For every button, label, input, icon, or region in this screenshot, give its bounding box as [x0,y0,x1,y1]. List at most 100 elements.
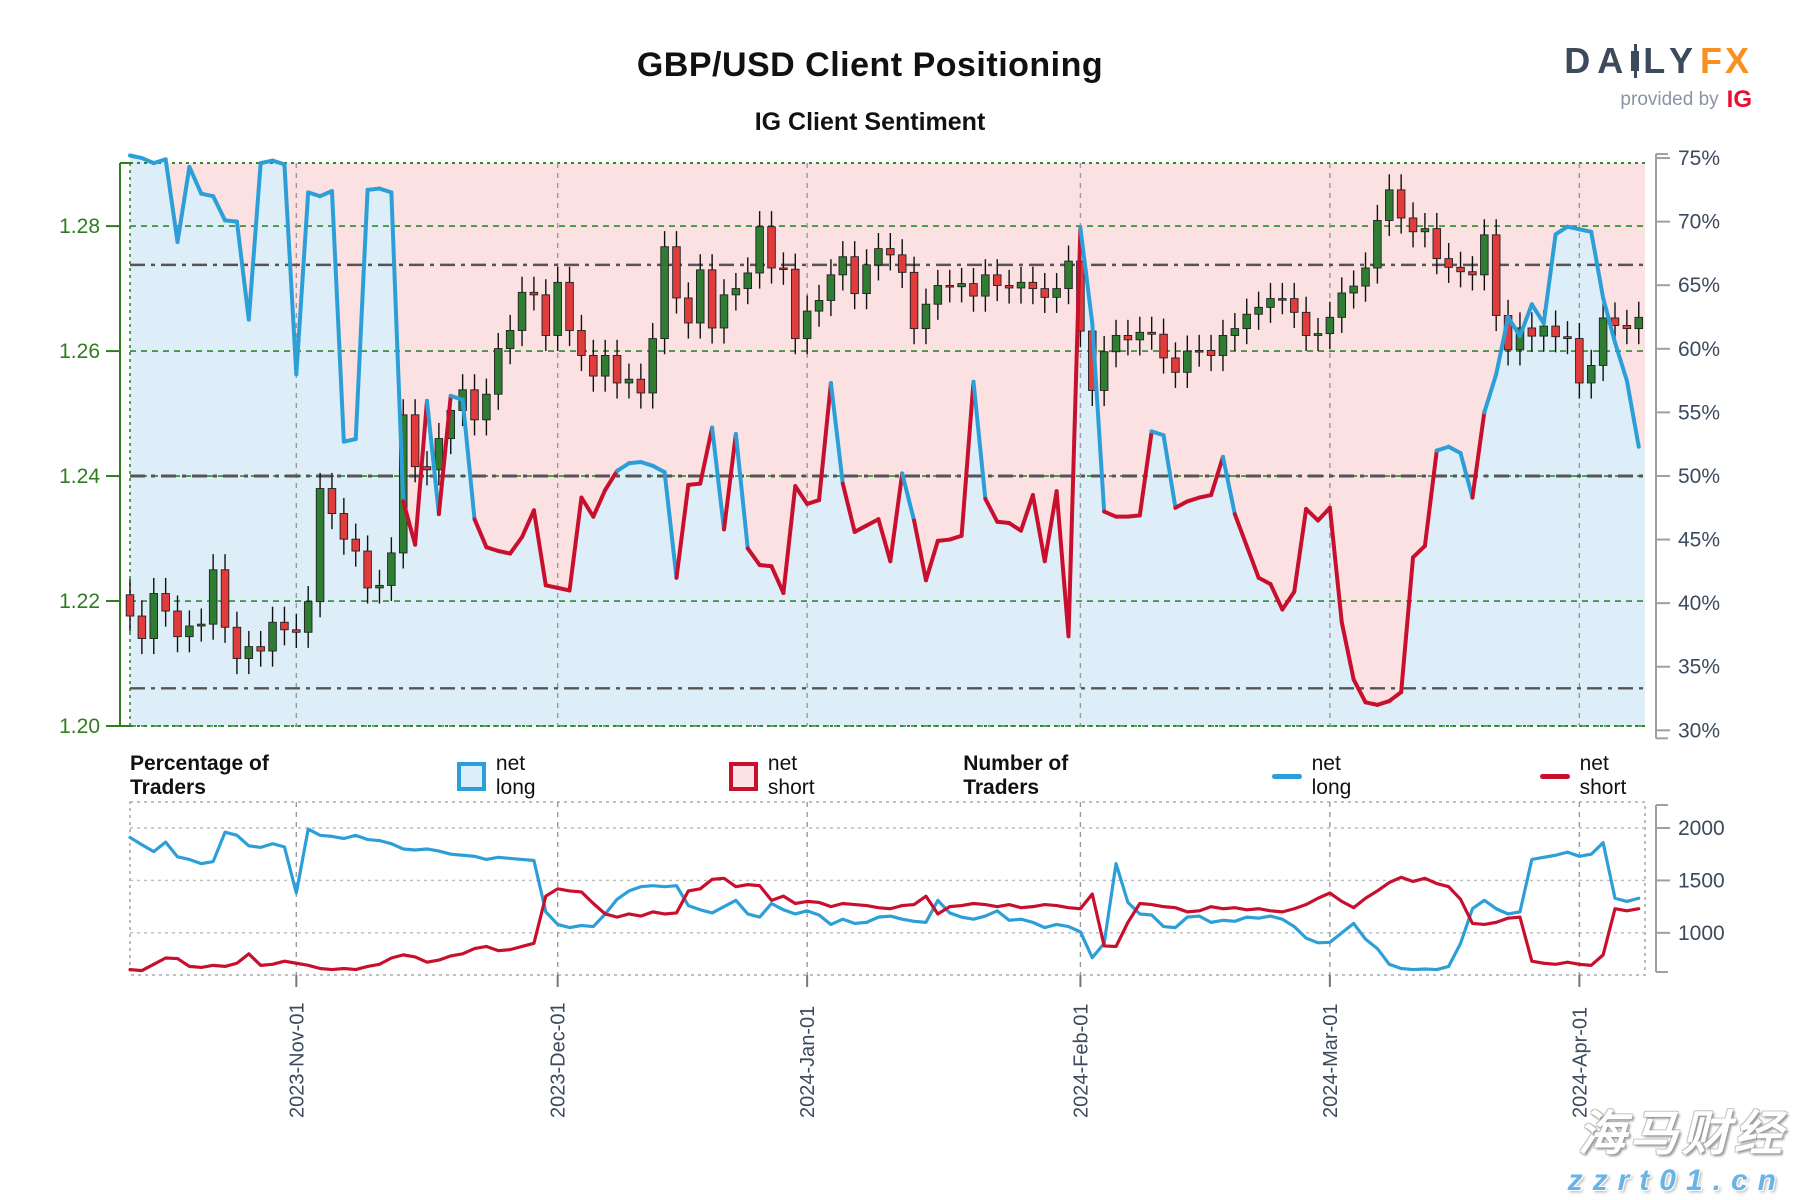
date-tick-label: 2024-Jan-01 [797,1006,819,1118]
candle-up [719,294,729,329]
sentiment-segment [1244,543,1261,580]
sentiment-segment [1030,493,1047,564]
percent-tick-label: 30% [1678,719,1720,742]
sentiment-segment [971,379,988,501]
sentiment-segment [733,432,750,551]
sentiment-segment [1078,225,1095,326]
candle-up [874,248,883,266]
candle-up [1194,350,1204,353]
sentiment-segment [567,495,584,593]
candle-up [695,269,705,324]
sentiment-segment [508,535,525,556]
date-axis-labels: 2023-Nov-01 2023-Dec-01 2024-Jan-01 2024-Fe… [286,1002,1591,1118]
sentiment-segment [1280,589,1297,612]
sentiment-segment [1090,321,1107,514]
candle-up [1349,285,1358,294]
sentiment-segment [662,470,679,580]
sentiment-segment [1304,507,1320,523]
candle-down [684,297,693,324]
sentiment-segment [1517,302,1534,339]
candle-up [826,274,836,301]
percent-tick-label: 70% [1678,211,1720,234]
sentiment-segment [389,190,406,504]
candle-down [1456,266,1465,273]
candle-up [1385,189,1394,221]
sentiment-segment [1589,229,1606,300]
candle-up [1016,281,1026,289]
candle-down [1491,234,1501,316]
date-tick-label: 2024-Mar-01 [1320,1003,1342,1118]
sentiment-segment [531,508,548,588]
sentiment-segment [1624,378,1641,449]
sentiment-segment [1434,444,1451,453]
candle-up [1634,316,1644,330]
candle-down [410,414,420,468]
candle-up [375,584,384,589]
date-tick-label: 2023-Dec-01 [548,1002,570,1118]
date-tick-label: 2023-Nov-01 [286,1002,308,1118]
sentiment-segment [1185,495,1202,504]
candle-up [1135,331,1145,341]
sentiment-segment [1529,302,1546,326]
candle-down [137,615,147,639]
candle-up [517,291,527,331]
sentiment-segment [1577,227,1594,234]
sentiment-segment [1149,429,1166,438]
sentiment-segment [650,463,667,475]
candle-down [1622,325,1632,330]
candle-down [363,550,372,589]
sentiment-segment [1327,505,1344,625]
candle-up [660,246,669,340]
candle-up [1373,220,1382,269]
percent-tick-label: 45% [1678,529,1720,552]
net-short-line-icon [1540,773,1570,779]
candle-down [1147,331,1156,335]
sentiment-segment [793,484,810,506]
sentiment-segment [1232,512,1249,548]
candle-up [1183,350,1192,373]
candlestick-icon [1631,44,1640,78]
sentiment-segment [199,191,216,199]
sentiment-segment [401,499,418,547]
candle-down [909,271,919,330]
candle-up [387,552,396,586]
sentiment-segment [1019,493,1035,533]
price-tick-label: 1.28 [59,215,100,238]
candle-up [494,348,503,395]
candle-down [1040,288,1050,298]
candle-down [969,283,978,297]
candle-down [1123,335,1133,341]
sentiment-segment [282,162,299,377]
sentiment-segment [139,156,156,166]
sentiment-segment [1173,499,1190,510]
candle-up [208,569,218,625]
candle-down [1610,317,1620,326]
sentiment-segment [1256,575,1273,587]
watermark: 海马财经 zzrt01.cn [1568,1094,1786,1198]
candle-down [470,389,479,421]
sentiment-segment [1161,433,1178,510]
candle-up [197,623,206,627]
sentiment-segment [520,508,536,540]
percent-tick-label: 75% [1678,147,1720,170]
sentiment-segment [1446,444,1463,456]
sentiment-segment [543,583,560,590]
chart-legend: Percentage of Traders net long net short… [130,752,1660,799]
sentiment-segment [211,194,228,223]
candle-up [1539,325,1548,337]
candle-up [1111,335,1121,353]
sentiment-segment [496,549,513,556]
candle-up [981,274,990,297]
candle-down [1444,258,1453,268]
sentiment-segment [187,164,204,196]
sentiment-segment [722,432,738,532]
candle-down [577,330,586,356]
percent-tick-label: 65% [1678,274,1720,297]
dailyfx-logo: DA LY FX provided by IG [1564,40,1752,114]
candle-up [1515,327,1525,351]
candle-down [292,629,301,633]
sentiment-segment [1220,454,1237,517]
candle-up [434,438,444,471]
candle-up [648,338,657,394]
candle-up [933,285,943,305]
